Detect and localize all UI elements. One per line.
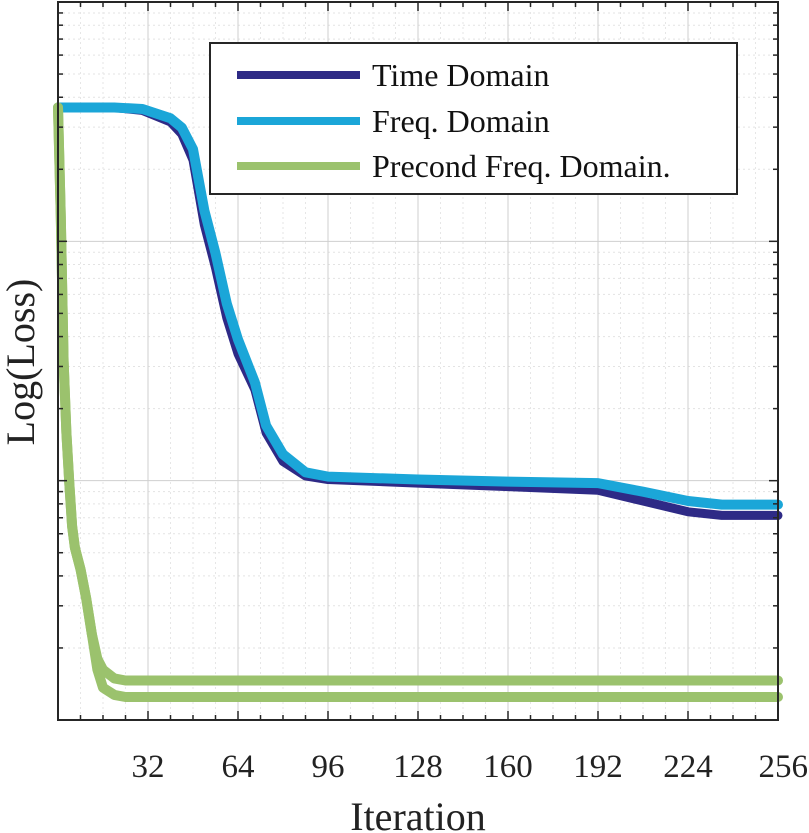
x-tick-label: 224 — [663, 749, 713, 785]
series-line-precond-freq-domain-lower — [53, 102, 783, 686]
x-tick-label: 128 — [393, 749, 443, 785]
x-tick-label: 192 — [573, 749, 623, 785]
x-tick-label: 96 — [312, 749, 345, 785]
series-line-freq-domain — [53, 102, 783, 510]
x-tick-label: 64 — [222, 749, 255, 785]
x-tick-label: 32 — [132, 749, 165, 785]
legend-label-precond-freq-domain: Precond Freq. Domain. — [372, 148, 671, 184]
series-layer — [53, 102, 783, 702]
x-tick-label: 160 — [483, 749, 533, 785]
tick-marks — [58, 2, 778, 720]
y-axis-title: Log(Loss) — [0, 279, 43, 446]
x-tick-labels: 32 64 96 128 160 192 224 256 — [132, 749, 809, 785]
x-tick-label: 256 — [759, 749, 809, 785]
x-axis-title: Iteration — [350, 794, 486, 833]
legend-label-time-domain: Time Domain — [372, 57, 550, 93]
legend: Time Domain Freq. Domain Precond Freq. D… — [209, 42, 738, 195]
legend-label-freq-domain: Freq. Domain — [372, 103, 550, 139]
